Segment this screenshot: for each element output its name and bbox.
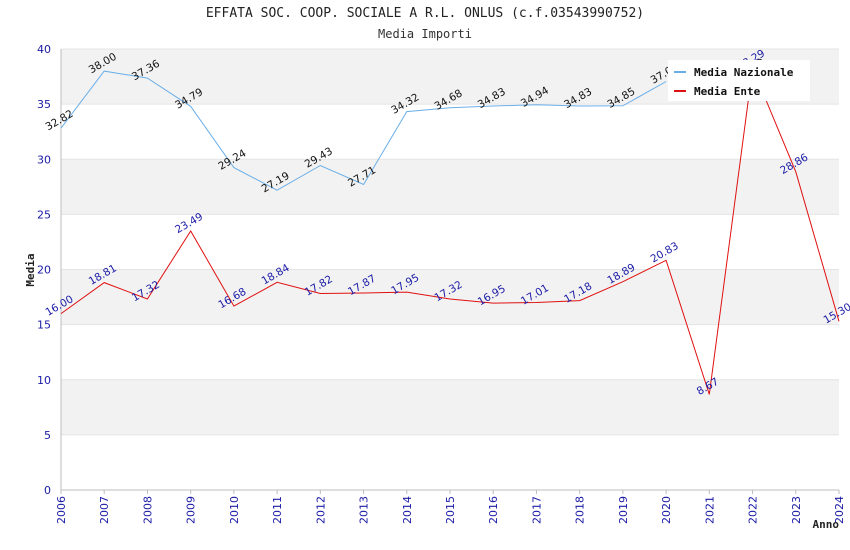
legend: Media Nazionale Media Ente <box>668 60 810 101</box>
y-tick-labels: 0 5 10 15 20 25 30 35 40 <box>37 43 51 497</box>
x-tick-label: 2006 <box>55 496 68 524</box>
x-tick-label: 2019 <box>617 496 630 524</box>
y-tick-label: 20 <box>37 264 51 277</box>
legend-label: Media Ente <box>694 85 761 98</box>
plot-band <box>61 269 839 325</box>
x-tick-labels: 2006 2007 2008 2009 2010 2011 2012 2013 2014 2015… <box>55 496 846 524</box>
x-tick-label: 2023 <box>790 496 803 524</box>
x-tick-label: 2008 <box>141 496 154 524</box>
y-tick-label: 30 <box>37 153 51 166</box>
y-tick-label: 25 <box>37 208 51 221</box>
x-tick-label: 2016 <box>487 496 500 524</box>
x-tick-label: 2011 <box>271 496 284 524</box>
x-tick-label: 2020 <box>660 496 673 524</box>
plot-band <box>61 379 839 435</box>
y-tick-label: 0 <box>44 484 51 497</box>
y-tick-label: 40 <box>37 43 51 56</box>
y-axis-label: Media <box>24 253 37 286</box>
x-tick-label: 2022 <box>747 496 760 524</box>
x-tick-label: 2024 <box>833 496 846 524</box>
axes <box>60 49 840 494</box>
x-tick-label: 2010 <box>228 496 241 524</box>
x-tick-label: 2013 <box>358 496 371 524</box>
x-tick-label: 2017 <box>530 496 543 524</box>
plot-bands <box>61 49 839 435</box>
legend-box <box>668 60 810 101</box>
plot-band <box>61 159 839 215</box>
chart-title: EFFATA SOC. COOP. SOCIALE A R.L. ONLUS (… <box>205 6 645 21</box>
x-tick-label: 2014 <box>401 496 414 524</box>
y-tick-label: 10 <box>37 374 51 387</box>
data-label: 32.82 <box>43 108 75 133</box>
y-tick-label: 35 <box>37 98 51 111</box>
chart-subtitle: Media Importi <box>378 27 472 41</box>
x-tick-label: 2007 <box>98 496 111 524</box>
legend-label: Media Nazionale <box>694 66 794 79</box>
x-tick-label: 2009 <box>185 496 198 524</box>
y-tick-label: 5 <box>44 429 51 442</box>
series-lines <box>60 65 840 395</box>
x-tick-label: 2015 <box>444 496 457 524</box>
y-tick-label: 15 <box>37 319 51 332</box>
x-tick-label: 2012 <box>314 496 327 524</box>
x-tick-label: 2021 <box>703 496 716 524</box>
x-tick-label: 2018 <box>574 496 587 524</box>
series-line-media-ente <box>60 65 840 395</box>
x-axis-label: Anno <box>813 518 840 531</box>
data-label: 20.83 <box>649 240 681 265</box>
gridlines <box>61 48 839 491</box>
